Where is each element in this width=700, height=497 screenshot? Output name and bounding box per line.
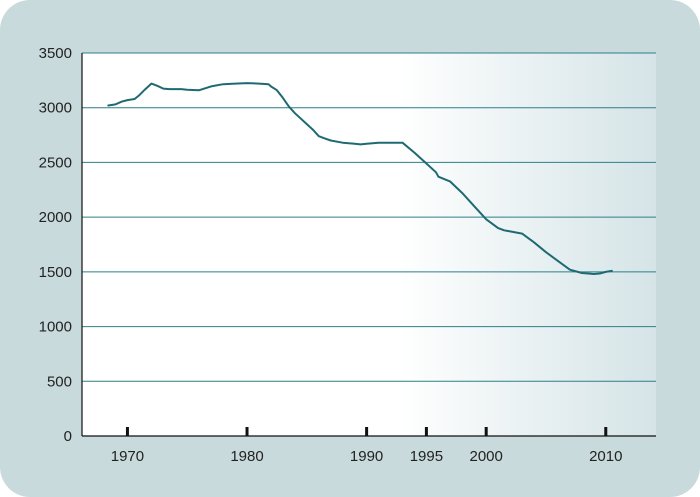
tick-labels: 0 500 1000 1500 2000 2500 3000 3500 1970 1980 1990… — [39, 45, 623, 465]
x-tick-mark — [604, 427, 608, 436]
y-tick-label: 500 — [47, 373, 72, 390]
y-tick-label: 2500 — [39, 154, 72, 171]
x-tick-label: 2000 — [470, 448, 503, 465]
plot-area — [82, 53, 656, 436]
series-layer — [107, 82, 613, 275]
y-tick-label: 1500 — [39, 264, 72, 281]
x-tick-mark — [365, 427, 369, 436]
x-tick-label: 1980 — [230, 448, 263, 465]
y-tick-label: 2000 — [39, 209, 72, 226]
y-tick-label: 0 — [64, 428, 72, 445]
x-tick-mark — [484, 427, 488, 436]
y-tick-label: 3500 — [39, 45, 72, 62]
gridlines — [82, 52, 656, 382]
axes — [81, 53, 656, 437]
x-tick-mark — [125, 427, 129, 436]
x-tick-label: 1970 — [111, 448, 144, 465]
x-tick-label: 1995 — [410, 448, 443, 465]
x-tick-label: 2010 — [589, 448, 622, 465]
x-tick-mark — [424, 427, 428, 436]
x-tick-mark — [245, 427, 249, 436]
y-tick-label: 3000 — [39, 100, 72, 117]
x-tick-label: 1990 — [350, 448, 383, 465]
series-line-0 — [107, 82, 613, 275]
y-tick-label: 1000 — [39, 319, 72, 336]
